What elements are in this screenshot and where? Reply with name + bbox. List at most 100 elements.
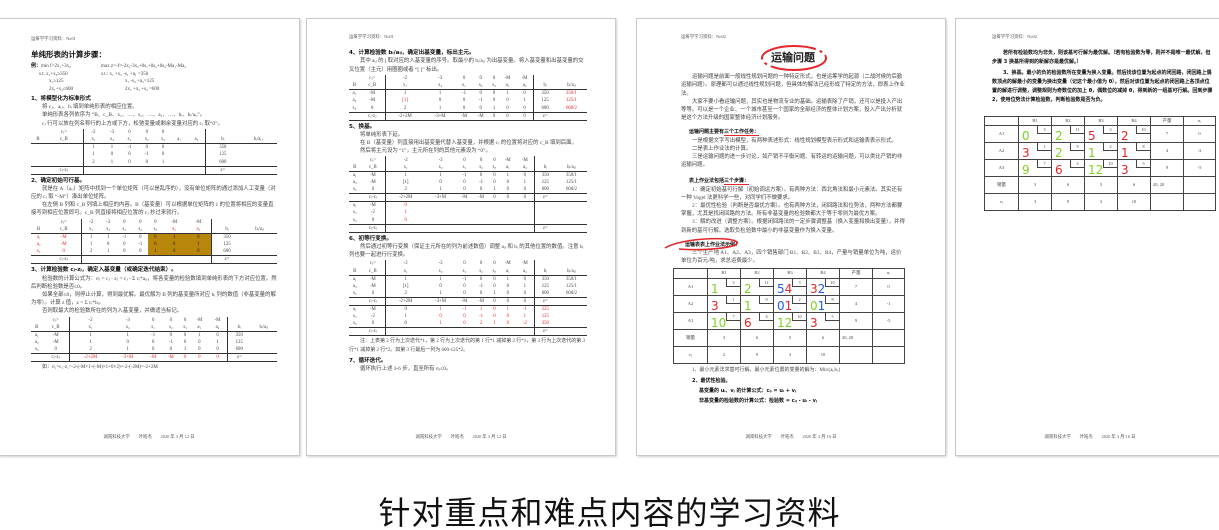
table-cell: 0 [139, 219, 142, 225]
table-cell: B [349, 82, 360, 91]
table-cell: [1] [402, 98, 408, 104]
table-cell: s₃ [349, 104, 360, 113]
handwritten-number: 3 [810, 315, 818, 330]
table-cell: cⱼ-zⱼ [42, 353, 70, 363]
table-cell: 0 [493, 276, 496, 282]
column-header: uᵢ [1183, 116, 1216, 127]
table-cell [171, 129, 188, 136]
handwritten-number: 0 [777, 298, 785, 313]
unit-cost: 10 [1103, 160, 1117, 169]
table-cell: 0 [360, 320, 387, 329]
table-cell: bᵢ [211, 226, 243, 234]
table-cell: a₁ [352, 172, 357, 178]
unit-cost: 7 [1037, 160, 1051, 169]
table-row: s₃ 0 0 1 0 2 1 0 -2 350 [349, 320, 587, 329]
table-cell [242, 248, 277, 257]
table-cell: -1 [462, 172, 467, 178]
document-page-4: 运筹学学习资料：No02 若所有检验数均为非负，则该基可行解为最优解。（若有检验… [955, 18, 1219, 456]
table-cell: 2 [81, 248, 101, 257]
column-header: B1 [707, 268, 741, 279]
table-cell [44, 151, 84, 159]
table-cell [425, 327, 457, 337]
table-cell [148, 255, 163, 265]
table-cell: 0 [185, 233, 212, 242]
supply-value: 7 [1150, 125, 1184, 144]
table-cell [242, 234, 277, 242]
table-cell [516, 327, 535, 337]
table-cell: -1 [479, 283, 484, 289]
table-cell: 600 [534, 289, 556, 298]
u-potential: 0 [872, 277, 905, 296]
table-cell: -3 [125, 317, 130, 323]
transport-cell: 10 32 [806, 277, 840, 296]
document-page-1: 运筹学学习资料：No01 单纯形表的计算步骤： 例：min f=2x₁+3x₂ m… [0, 18, 300, 456]
paragraph: 检验数的计算公式为：σⱼ = cⱼ - zⱼ = cⱼ - Σ cᵢ*aᵢⱼ，将… [31, 275, 277, 290]
handwritten-allocation: 54 [777, 282, 792, 296]
table-row: cⱼ> -2 -3 0 0 0 -M -M [349, 74, 587, 83]
table-cell: cⱼ> [44, 128, 84, 137]
section-heading: 4、计算检验数 bᵢ/aᵢⱼ，确定出基变量，标出主元。 [349, 50, 475, 57]
table-cell: a₂ [187, 136, 207, 145]
table-cell: 0 [185, 248, 212, 257]
transport-cell: 3 54 [773, 277, 807, 296]
column-header: uᵢ [872, 268, 905, 279]
table-row: cⱼ> -2 -3 0 0 0 -M -M [31, 316, 277, 325]
handwritten-number: 3 [711, 298, 719, 313]
table-cell: 1 [439, 276, 442, 282]
table-cell: -1 [144, 152, 149, 158]
table-cell: -M [360, 275, 387, 283]
v-potential: 3 [1018, 193, 1052, 212]
table-row: cⱼ-zⱼ -2+2M -3+M -M -M 0 0 0 z= [31, 353, 277, 363]
table-cell: 0 [489, 112, 500, 121]
table-header-row: B1 B2 B3 B4 产量 uᵢ [984, 116, 1216, 127]
table-cell: s₂ [472, 163, 490, 172]
table-cell [162, 255, 186, 265]
table-cell: 600/2 [555, 289, 587, 298]
table-row: A2 1 3 9 1 2 01 8 01 4 -1 [673, 294, 905, 313]
table-cell: 0 [359, 104, 386, 113]
table-cell [556, 305, 587, 313]
table-cell [187, 158, 207, 167]
table-cell: -1 [127, 145, 132, 151]
table-cell: s₁ [116, 226, 133, 234]
table-cell: z= [227, 353, 251, 363]
page-header: 运筹学学习资料：No01 [349, 34, 394, 39]
table-cell: s₁ [455, 82, 473, 91]
table-header-row: B1 B2 B3 B4 产量 uᵢ [673, 268, 905, 279]
table-cell: 0 [516, 297, 535, 306]
table-cell: -2 [403, 76, 408, 81]
table-cell: 0 [132, 248, 149, 257]
table-cell: 0 [492, 91, 496, 97]
v-potential-row: vⱼ 3 9 3 10 [984, 193, 1216, 212]
handwritten-number: 1 [1088, 146, 1096, 161]
table-cell: 1 [439, 172, 442, 178]
table-cell: x₁ [385, 163, 426, 172]
table-cell: 0 [151, 317, 155, 323]
table-cell: 0 [456, 289, 473, 298]
table-cell: -1 [516, 305, 535, 313]
table-cell: -3+M [425, 297, 457, 306]
table-cell: a₁ [352, 203, 357, 209]
table-cell: 350 [219, 145, 227, 151]
paragraph: 循环执行上述 3-6 步，直至所有 σⱼ≤0。 [360, 365, 452, 372]
table-cell: 0 [42, 346, 70, 355]
table-cell [138, 166, 156, 175]
demand-value: 6 [806, 328, 840, 347]
table-cell [425, 224, 457, 233]
table-cell: 0 [360, 216, 387, 225]
table-cell [555, 216, 587, 225]
table-cell [251, 339, 277, 346]
table-cell [251, 317, 277, 324]
table-cell: cⱼ-zⱼ [359, 112, 386, 121]
table-cell [31, 166, 45, 175]
table-cell: -2+2M [385, 193, 426, 203]
supply-value: 4 [1150, 142, 1184, 161]
table-cell: 0 [404, 203, 407, 209]
table-cell: 0 [499, 297, 517, 306]
handwritten-allocation: 12 [1088, 163, 1103, 177]
table-cell: 2 [385, 186, 426, 195]
note: 1、最小元素法求基可行解，最小元素位置的变量的解为：Min{aᵢ,bⱼ} [692, 367, 841, 373]
